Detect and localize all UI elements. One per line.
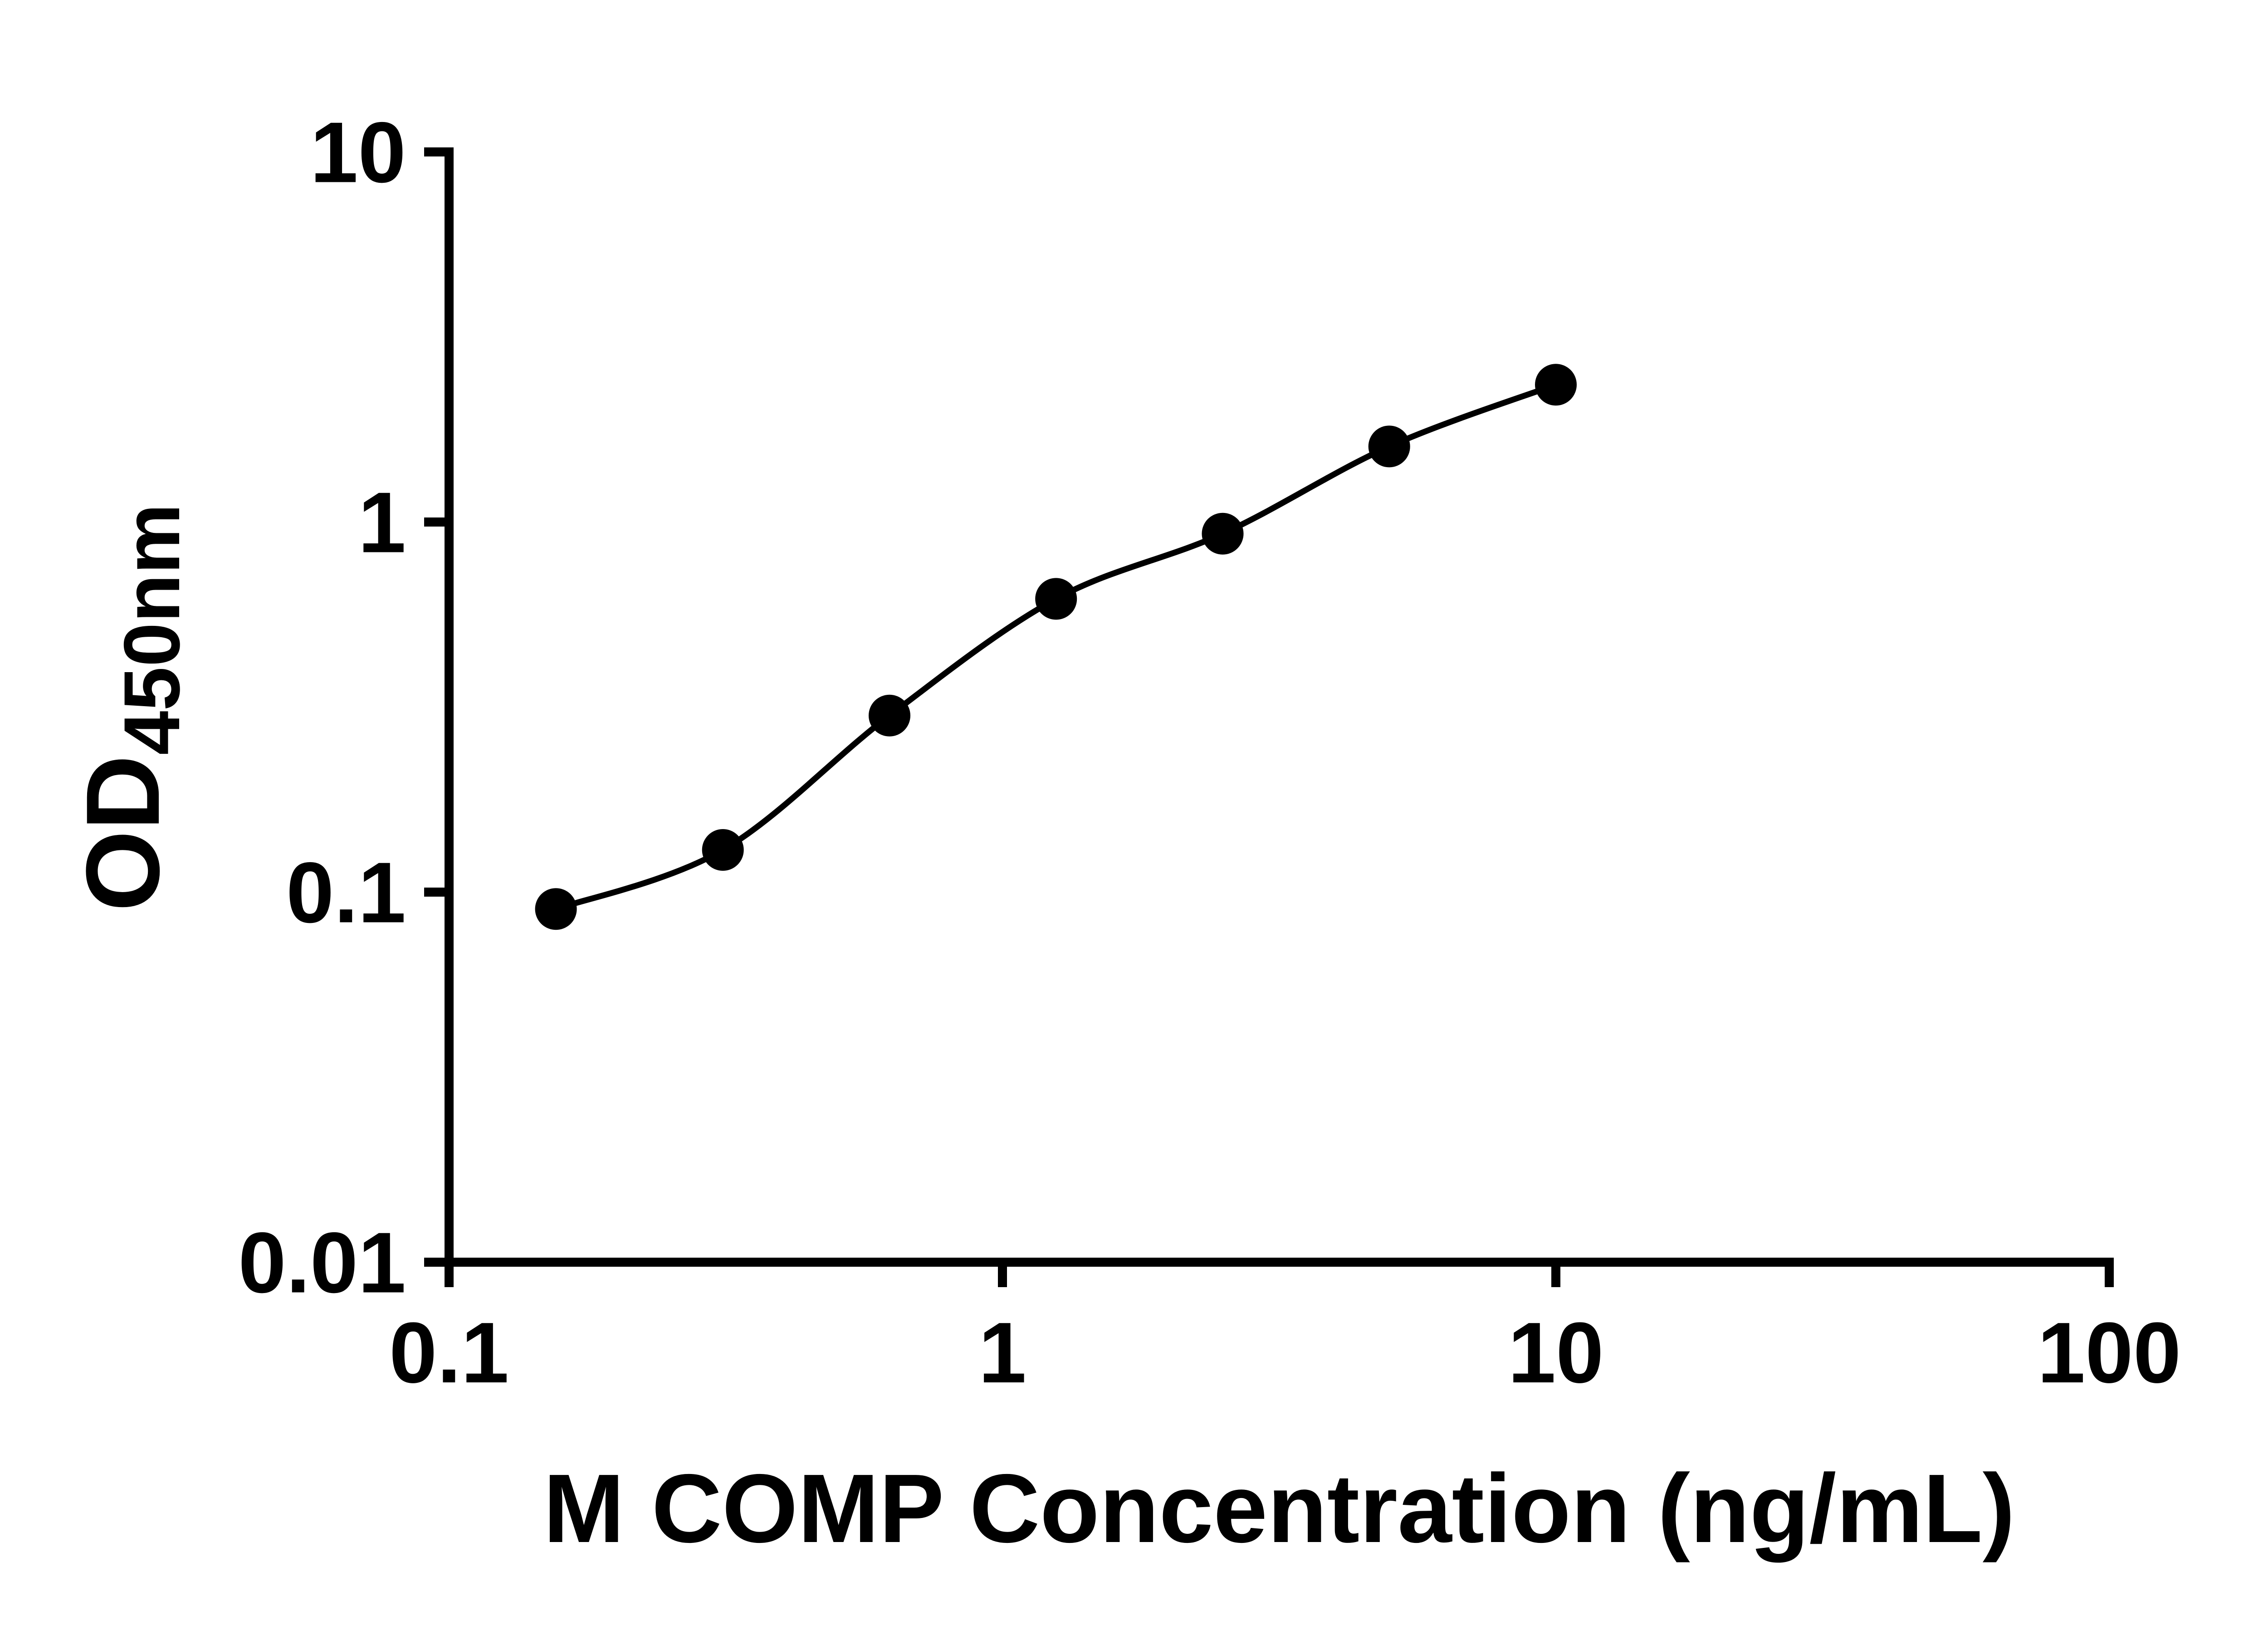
tick-marks xyxy=(424,147,2114,1287)
x-tick-label: 1 xyxy=(978,1305,1026,1401)
y-tick-label: 0.1 xyxy=(286,845,406,941)
data-point-marker xyxy=(869,694,910,737)
y-axis-title: OD450nm xyxy=(64,503,196,911)
data-point-marker xyxy=(1535,364,1577,406)
data-point-marker xyxy=(535,888,577,930)
y-tick-label: 10 xyxy=(310,105,406,201)
y-axis-title-sub: 450nm xyxy=(108,503,196,755)
x-axis-title: M COMP Concentration (ng/mL) xyxy=(543,1454,2015,1563)
x-tick-label: 10 xyxy=(1508,1305,1603,1401)
x-tick-label: 100 xyxy=(2037,1305,2181,1401)
y-tick-label: 1 xyxy=(358,475,406,571)
data-point-marker xyxy=(702,829,744,871)
data-points xyxy=(535,364,1577,930)
axis-spines xyxy=(445,147,2114,1267)
y-tick-label: 0.01 xyxy=(238,1215,406,1311)
data-point-marker xyxy=(1368,425,1410,468)
axes xyxy=(445,147,2114,1267)
data-point-marker xyxy=(1035,578,1077,620)
data-point-marker xyxy=(1202,512,1244,555)
x-tick-label: 0.1 xyxy=(389,1305,509,1401)
y-axis-title-main: OD xyxy=(64,755,181,912)
fit-curve xyxy=(553,381,1559,912)
